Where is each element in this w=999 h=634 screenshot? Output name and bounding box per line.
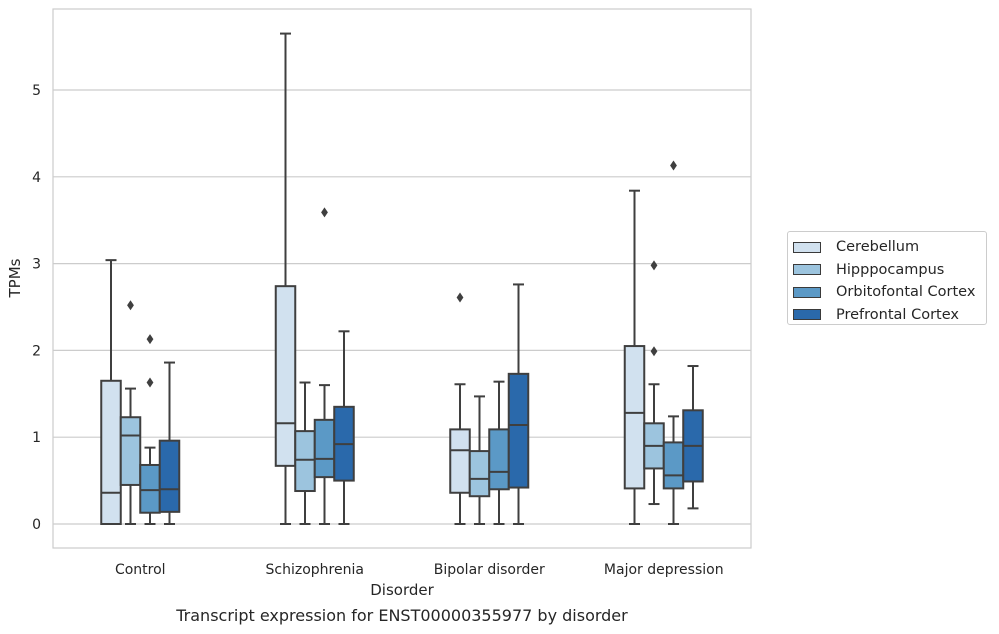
x-axis-ticks: Control Schizophrenia Bipolar disorder Majo…	[115, 562, 724, 578]
box-iqr	[119, 416, 142, 486]
box	[274, 32, 297, 525]
y-tick-label: 2	[32, 343, 41, 359]
box	[294, 381, 316, 525]
box-iqr	[100, 379, 122, 525]
box-iqr	[662, 441, 685, 490]
y-tick-label: 1	[32, 430, 41, 446]
chart-caption: Transcript expression for ENST0000035597…	[176, 606, 628, 625]
y-tick-label: 5	[32, 83, 41, 99]
series-orbitofontal-cortex	[139, 160, 685, 525]
box	[662, 160, 685, 525]
outlier-point	[127, 300, 134, 311]
legend-swatch	[793, 309, 821, 321]
box	[313, 207, 336, 525]
box-iqr	[294, 430, 316, 493]
legend-label: Prefrontal Cortex	[836, 306, 959, 323]
box-iqr	[449, 428, 471, 494]
outlier-point	[146, 334, 154, 345]
legend-swatch	[793, 241, 821, 253]
series-cerebellum	[100, 32, 646, 525]
series-hipppocampus	[119, 260, 665, 525]
outlier-point	[146, 377, 154, 388]
legend-swatch	[793, 264, 821, 276]
box-iqr	[158, 439, 181, 513]
legend-label: Cerebellum	[836, 239, 920, 256]
box-iqr	[139, 463, 161, 514]
box	[119, 300, 142, 525]
legend-item: Orbitofontal Cortex	[793, 281, 986, 304]
x-axis-label: Disorder	[370, 581, 434, 599]
y-tick-label: 3	[32, 257, 41, 273]
legend-swatch	[793, 286, 821, 298]
x-tick-label: Control	[115, 562, 166, 578]
box	[139, 334, 161, 525]
box	[643, 260, 665, 506]
box-iqr	[274, 285, 297, 467]
legend-label: Orbitofontal Cortex	[836, 284, 976, 301]
box-series	[100, 32, 704, 525]
legend: Cerebellum Hipppocampus Orbitofontal Corte…	[787, 231, 987, 325]
box	[449, 292, 471, 525]
box-iqr	[313, 418, 336, 479]
outlier-point	[670, 160, 677, 171]
outlier-point	[321, 207, 328, 218]
series-prefrontal-cortex	[158, 283, 704, 525]
y-axis-ticks: 0 1 2 3 4 5	[32, 83, 41, 533]
box-iqr	[507, 372, 530, 489]
box	[488, 380, 510, 525]
box-iqr	[488, 428, 510, 491]
plot-frame	[52, 8, 752, 549]
outlier-point	[650, 260, 658, 271]
box	[100, 259, 122, 525]
box-iqr	[623, 345, 646, 490]
x-tick-label: Schizophrenia	[266, 562, 364, 578]
legend-item: Prefrontal Cortex	[793, 304, 986, 327]
y-tick-label: 4	[32, 170, 41, 186]
box-iqr	[468, 450, 491, 498]
x-tick-label: Bipolar disorder	[434, 562, 545, 578]
box	[682, 365, 704, 510]
y-axis-label: TPMs	[6, 258, 24, 298]
outlier-point	[456, 292, 464, 303]
x-tick-label: Major depression	[604, 562, 724, 578]
outlier-point	[650, 346, 658, 357]
legend-item: Cerebellum	[793, 236, 986, 259]
legend-item: Hipppocampus	[793, 259, 986, 282]
box	[333, 330, 355, 525]
box	[468, 395, 491, 525]
box	[623, 189, 646, 525]
box	[507, 283, 530, 525]
box	[158, 361, 181, 525]
legend-label: Hipppocampus	[836, 261, 945, 278]
y-tick-label: 0	[32, 517, 41, 533]
